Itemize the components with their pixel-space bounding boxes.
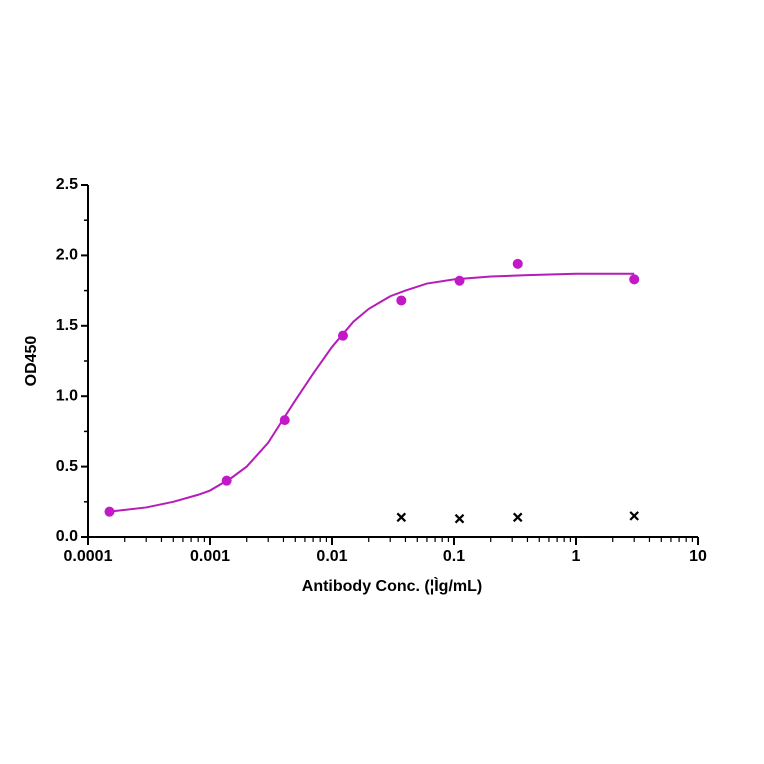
x-tick-label: 1 [572,548,581,565]
x-tick-label: 0.01 [316,548,347,565]
point [279,415,290,426]
x-tick-label: 0.0001 [64,548,113,565]
x-tick-label: 10 [689,548,707,565]
y-tick-label: 1.0 [56,387,78,404]
fit-curve [109,272,635,513]
x-tick-label: 0.1 [443,548,465,565]
y-tick-label: 1.5 [56,317,78,334]
point [512,258,523,269]
y-tick-label: 0.5 [56,458,78,475]
y-tick-label: 2.5 [56,176,78,193]
x-tick-label: 0.001 [190,548,230,565]
x-axis-label: Antibody Conc. (¦Ìg/mL) [302,576,482,595]
point [337,330,348,341]
point [454,275,465,286]
cross-marker [396,512,407,523]
point [221,475,232,486]
point [396,295,407,306]
cross-marker [629,511,639,521]
y-tick-label: 0.0 [56,528,78,545]
point [629,274,640,285]
point [104,506,115,517]
cross-marker [512,512,523,523]
cross-marker [454,513,465,524]
y-axis-label: OD450 [23,336,40,387]
y-tick-label: 2.0 [56,247,78,264]
